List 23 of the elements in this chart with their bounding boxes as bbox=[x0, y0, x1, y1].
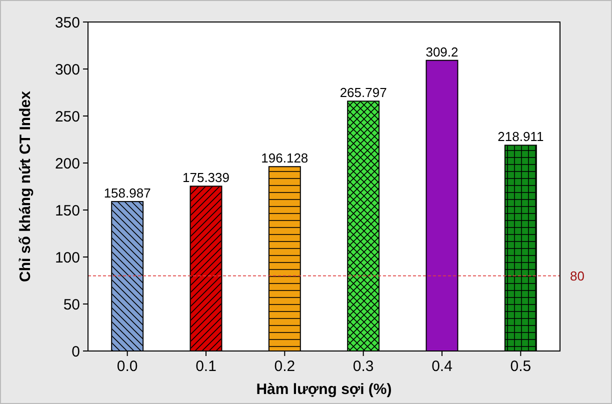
x-tick-label: 0.2 bbox=[274, 358, 296, 375]
y-tick-label: 250 bbox=[54, 108, 80, 126]
x-tick-label: 0.1 bbox=[196, 358, 216, 375]
y-tick-label: 0 bbox=[72, 343, 80, 360]
data-label: 175.339 bbox=[182, 170, 230, 186]
x-tick-label: 0.5 bbox=[510, 358, 532, 375]
data-label: 309.2 bbox=[426, 44, 458, 60]
x-axis-title: Hàm lượng sợi (%) bbox=[256, 381, 392, 398]
data-label: 196.128 bbox=[261, 150, 308, 166]
y-tick-label: 200 bbox=[54, 155, 80, 172]
ref-line-label: 80 bbox=[570, 268, 584, 284]
data-label: 158.987 bbox=[104, 186, 151, 201]
y-tick-label: 350 bbox=[54, 14, 80, 32]
data-label: 265.797 bbox=[340, 85, 387, 100]
y-tick-label: 300 bbox=[54, 61, 80, 78]
x-tick-label: 0.3 bbox=[352, 358, 374, 375]
data-label: 218.911 bbox=[498, 129, 544, 144]
y-axis-title: Chỉ số kháng nứt CT Index bbox=[17, 90, 34, 282]
x-tick-label: 0.4 bbox=[432, 358, 452, 375]
y-tick-label: 100 bbox=[54, 249, 80, 266]
y-tick-label: 50 bbox=[63, 296, 80, 314]
x-tick-label: 0.0 bbox=[116, 358, 138, 375]
y-tick-label: 150 bbox=[54, 202, 80, 220]
